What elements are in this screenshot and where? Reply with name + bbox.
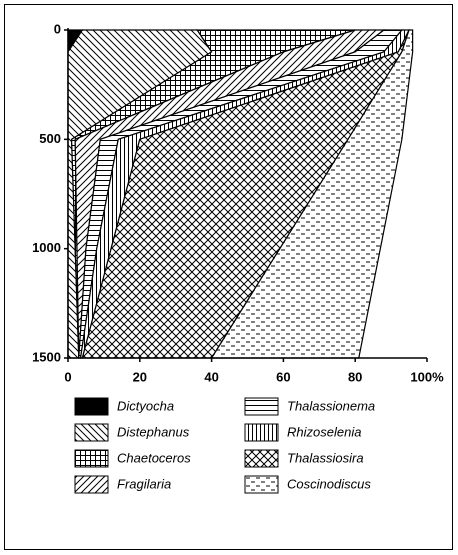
x-tick-label: 20: [133, 369, 147, 384]
y-tick-label: 0: [54, 21, 61, 36]
x-tick-label: 100%: [410, 369, 444, 384]
legend-label: Coscinodiscus: [287, 476, 371, 491]
y-tick-label: 500: [39, 131, 61, 146]
legend-label: Rhizoselenia: [287, 424, 361, 439]
x-tick-label: 60: [276, 369, 290, 384]
legend-swatch: [244, 423, 279, 442]
y-tick-label: 1000: [32, 240, 61, 255]
y-tick-label: 1500: [32, 349, 61, 364]
legend-label: Distephanus: [117, 424, 190, 439]
legend-label: Dictyocha: [117, 398, 174, 413]
legend-swatch: [74, 475, 109, 494]
legend-label: Thalassionema: [287, 398, 375, 413]
x-tick-label: 0: [64, 369, 71, 384]
legend-swatch: [74, 449, 109, 468]
legend-swatch: [74, 397, 109, 416]
x-tick-label: 80: [348, 369, 362, 384]
legend-swatch: [74, 423, 109, 442]
legend-swatch: [244, 449, 279, 468]
legend-label: Thalassiosira: [287, 450, 364, 465]
frame: [4, 4, 453, 550]
legend-label: Fragilaria: [117, 476, 171, 491]
legend-label: Chaetoceros: [117, 450, 191, 465]
x-tick-label: 40: [204, 369, 218, 384]
legend-swatch: [244, 475, 279, 494]
legend-swatch: [244, 397, 279, 416]
